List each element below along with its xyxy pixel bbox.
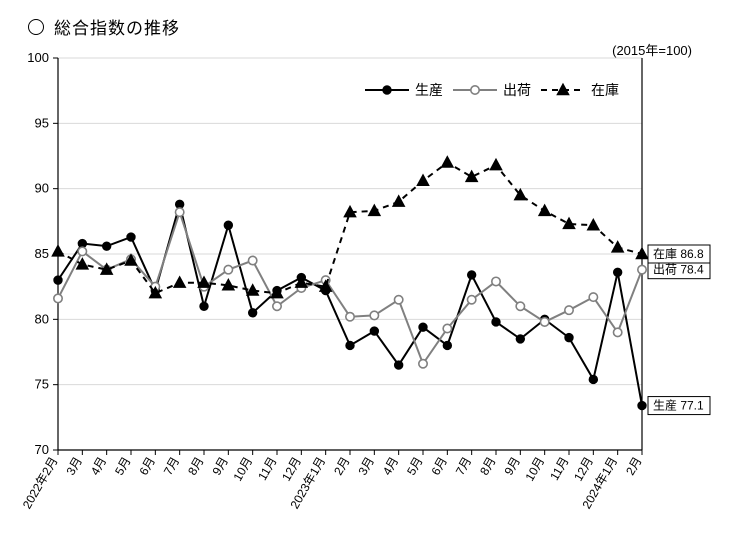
- svg-text:在庫: 在庫: [591, 82, 619, 98]
- svg-text:5月: 5月: [404, 455, 425, 478]
- svg-text:7月: 7月: [453, 455, 474, 478]
- svg-text:3月: 3月: [63, 455, 84, 478]
- svg-text:4月: 4月: [88, 455, 109, 478]
- svg-text:出荷 78.4: 出荷 78.4: [653, 263, 704, 277]
- svg-text:11月: 11月: [255, 455, 279, 483]
- svg-text:5月: 5月: [112, 455, 133, 478]
- svg-text:10月: 10月: [230, 455, 255, 484]
- svg-text:生産: 生産: [415, 82, 443, 98]
- svg-text:2022年2月: 2022年2月: [20, 455, 61, 512]
- svg-text:9月: 9月: [209, 455, 230, 478]
- svg-text:生産 77.1: 生産 77.1: [653, 398, 704, 413]
- svg-text:6月: 6月: [428, 455, 449, 478]
- svg-text:80: 80: [35, 311, 49, 326]
- svg-text:7月: 7月: [161, 455, 182, 478]
- chart-subtitle: (2015年=100): [612, 40, 692, 59]
- chart-title-row: 総合指数の推移: [28, 14, 180, 39]
- bullet-circle-icon: [28, 19, 44, 35]
- svg-text:2月: 2月: [623, 455, 644, 478]
- svg-text:8月: 8月: [185, 455, 206, 478]
- chart-container: 総合指数の推移 (2015年=100) 7075808590951002022年…: [0, 0, 740, 534]
- svg-text:出荷: 出荷: [503, 82, 531, 98]
- svg-text:3月: 3月: [355, 455, 376, 478]
- line-chart: 7075808590951002022年2月3月4月5月6月7月8月9月10月1…: [0, 0, 740, 534]
- svg-text:70: 70: [35, 442, 49, 457]
- svg-text:8月: 8月: [477, 455, 498, 478]
- svg-text:90: 90: [35, 181, 49, 196]
- svg-text:11月: 11月: [547, 455, 571, 483]
- svg-text:在庫 86.8: 在庫 86.8: [653, 247, 704, 261]
- chart-title: 総合指数の推移: [54, 14, 180, 39]
- svg-text:85: 85: [35, 246, 49, 261]
- svg-text:12月: 12月: [571, 455, 596, 484]
- svg-text:2月: 2月: [331, 455, 352, 478]
- svg-text:95: 95: [35, 115, 49, 130]
- svg-text:6月: 6月: [136, 455, 157, 478]
- svg-text:100: 100: [27, 50, 49, 65]
- svg-text:12月: 12月: [279, 455, 304, 484]
- svg-text:75: 75: [35, 377, 49, 392]
- svg-text:4月: 4月: [380, 455, 401, 478]
- svg-text:9月: 9月: [501, 455, 522, 478]
- svg-text:10月: 10月: [522, 455, 547, 484]
